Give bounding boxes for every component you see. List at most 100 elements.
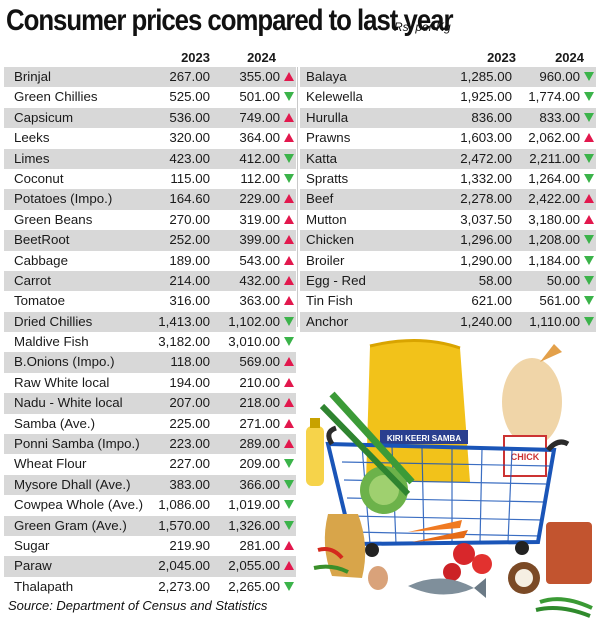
- source-note: Source: Department of Census and Statist…: [8, 598, 268, 613]
- down-arrow-icon: [584, 153, 594, 163]
- price-2024: 960.00: [539, 69, 580, 84]
- down-arrow-icon: [584, 235, 594, 245]
- price-2023: 525.00: [169, 89, 210, 105]
- svg-text:CHICK: CHICK: [511, 452, 540, 462]
- down-arrow-icon: [584, 275, 594, 285]
- table-row: Kelewella 1,925.00 1,774.00: [300, 87, 596, 107]
- down-arrow-icon: [284, 459, 294, 469]
- price-2024: 366.00: [239, 476, 280, 492]
- price-2024: 1,110.00: [529, 313, 580, 329]
- svg-text:KIRI KEERI SAMBA: KIRI KEERI SAMBA: [387, 434, 461, 443]
- up-arrow-icon: [284, 439, 294, 449]
- price-2024: 543.00: [239, 252, 280, 268]
- item-name: Green Chillies: [14, 89, 98, 105]
- up-arrow-icon: [284, 255, 294, 265]
- price-2023: 214.00: [169, 272, 210, 288]
- item-name: Paraw: [14, 558, 52, 574]
- table-row: Leeks 320.00 364.00: [4, 128, 296, 148]
- table-row: Coconut 115.00 112.00: [4, 169, 296, 189]
- page-title: Consumer prices compared to last year: [6, 4, 453, 37]
- up-arrow-icon: [284, 112, 294, 122]
- down-arrow-icon: [584, 72, 594, 81]
- table-row: Cowpea Whole (Ave.) 1,086.00 1,019.00: [4, 495, 296, 515]
- item-name: Green Gram (Ave.): [14, 517, 127, 533]
- price-2023: 118.00: [170, 354, 210, 370]
- up-arrow-icon: [284, 540, 294, 550]
- price-2023: 1,413.00: [158, 313, 210, 329]
- up-arrow-icon: [284, 561, 294, 571]
- item-name: Chicken: [306, 232, 355, 248]
- table-row: Samba (Ave.) 225.00 271.00: [4, 414, 296, 434]
- price-2024: 50.00: [546, 272, 580, 288]
- price-2023: 1,570.00: [158, 517, 210, 533]
- table-row: Tin Fish 621.00 561.00: [300, 291, 596, 311]
- table-row: Mutton 3,037.50 3,180.00: [300, 210, 596, 230]
- up-arrow-icon: [284, 418, 294, 428]
- down-arrow-icon: [584, 296, 594, 306]
- item-name: Brinjal: [14, 69, 51, 84]
- item-name: Potatoes (Impo.): [14, 191, 113, 207]
- table-row: Prawns 1,603.00 2,062.00: [300, 128, 596, 148]
- price-2024: 229.00: [239, 191, 280, 207]
- price-2024: 561.00: [539, 293, 580, 309]
- item-name: BeetRoot: [14, 232, 70, 248]
- price-2024: 501.00: [239, 89, 280, 105]
- table-row: Broiler 1,290.00 1,184.00: [300, 251, 596, 271]
- table-row: Beef 2,278.00 2,422.00: [300, 189, 596, 210]
- price-2023: 3,182.00: [158, 334, 210, 350]
- right-year-2023-header: 2023: [487, 50, 516, 65]
- down-arrow-icon: [284, 337, 294, 347]
- price-2024: 3,010.00: [228, 334, 280, 350]
- table-row: Potatoes (Impo.) 164.60 229.00: [4, 189, 296, 210]
- item-name: Balaya: [306, 69, 347, 84]
- price-2024: 1,326.00: [228, 517, 280, 533]
- item-name: Cabbage: [14, 252, 68, 268]
- price-2024: 112.00: [240, 170, 280, 186]
- price-2024: 412.00: [239, 150, 280, 166]
- table-row: Wheat Flour 227.00 209.00: [4, 454, 296, 474]
- item-name: Mutton: [306, 211, 347, 227]
- table-row: Hurulla 836.00 833.00: [300, 107, 596, 129]
- price-2023: 320.00: [169, 130, 210, 146]
- price-2024: 1,264.00: [528, 170, 580, 186]
- price-2024: 2,055.00: [228, 558, 280, 574]
- price-2023: 207.00: [169, 395, 210, 411]
- price-2023: 423.00: [169, 150, 210, 166]
- table-row: B.Onions (Impo.) 118.00 569.00: [4, 352, 296, 373]
- price-2024: 271.00: [239, 415, 280, 431]
- price-2024: 1,184.00: [528, 252, 580, 268]
- down-arrow-icon: [584, 92, 594, 102]
- item-name: Maldive Fish: [14, 334, 89, 350]
- table-row: Green Beans 270.00 319.00: [4, 210, 296, 230]
- item-name: Thalapath: [14, 578, 74, 594]
- item-name: Coconut: [14, 170, 64, 186]
- price-2024: 749.00: [239, 109, 280, 125]
- table-row: Ponni Samba (Impo.) 223.00 289.00: [4, 434, 296, 455]
- price-2023: 252.00: [169, 232, 210, 248]
- table-row: Raw White local 194.00 210.00: [4, 373, 296, 393]
- table-row: Balaya 1,285.00 960.00: [300, 67, 596, 88]
- price-2023: 1,086.00: [158, 497, 210, 513]
- price-2023: 225.00: [169, 415, 210, 431]
- item-name: Leeks: [14, 130, 50, 146]
- table-row: Dried Chillies 1,413.00 1,102.00: [4, 311, 296, 333]
- item-name: Beef: [306, 191, 334, 207]
- table-row: BeetRoot 252.00 399.00: [4, 230, 296, 251]
- table-row: Chicken 1,296.00 1,208.00: [300, 230, 596, 251]
- item-name: Kelewella: [306, 89, 363, 105]
- item-name: Samba (Ave.): [14, 415, 96, 431]
- price-2023: 536.00: [169, 109, 210, 125]
- price-2023: 164.60: [169, 191, 210, 207]
- item-name: B.Onions (Impo.): [14, 354, 115, 370]
- table-row: Paraw 2,045.00 2,055.00: [4, 556, 296, 577]
- price-2023: 223.00: [169, 436, 210, 452]
- table-row: Brinjal 267.00 355.00: [4, 67, 296, 88]
- table-row: Green Chillies 525.00 501.00: [4, 87, 296, 107]
- down-arrow-icon: [584, 316, 594, 326]
- price-2023: 383.00: [169, 476, 210, 492]
- down-arrow-icon: [584, 173, 594, 183]
- price-2024: 364.00: [239, 130, 280, 146]
- item-name: Limes: [14, 150, 50, 166]
- table-row: Capsicum 536.00 749.00: [4, 107, 296, 129]
- table-row: Carrot 214.00 432.00: [4, 270, 296, 292]
